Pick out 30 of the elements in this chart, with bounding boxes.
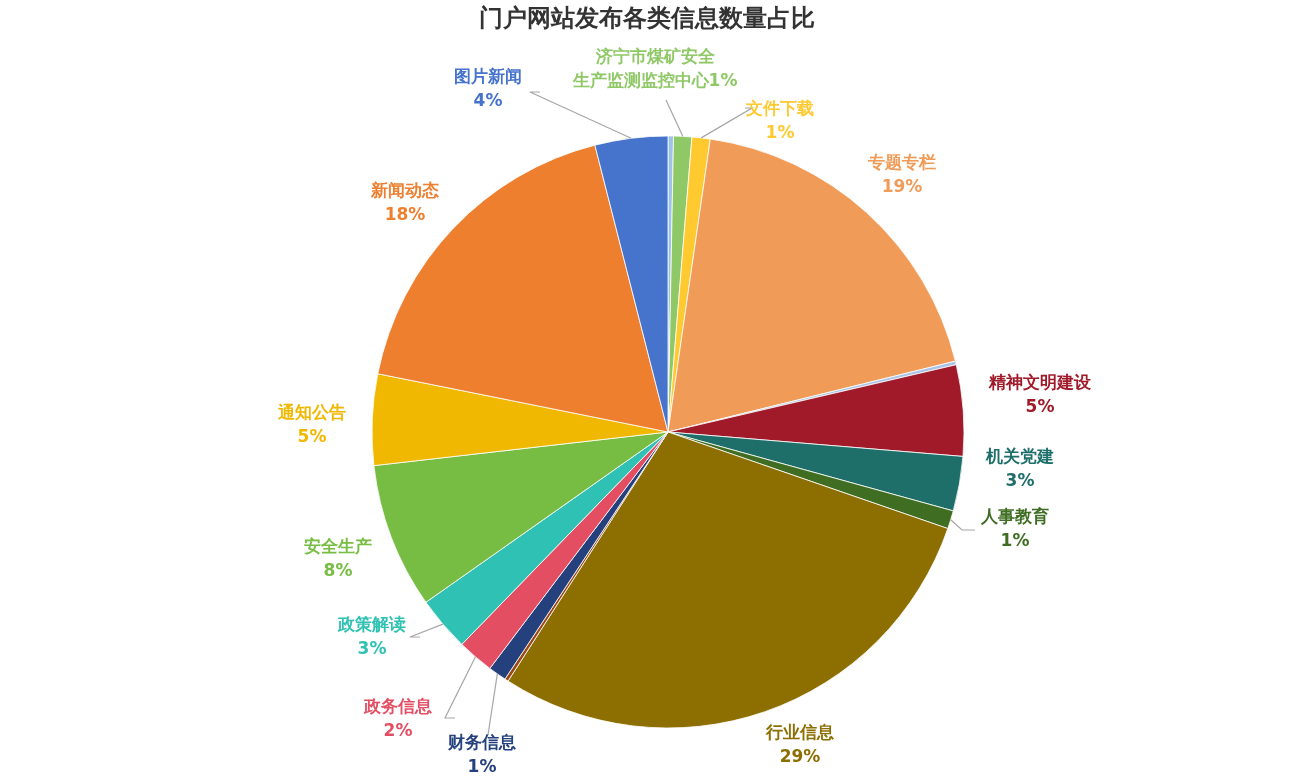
label-slice: 图片新闻 bbox=[454, 66, 522, 86]
label-slice: 机关党建 bbox=[986, 446, 1054, 466]
label-slice: 济宁市煤矿安全 bbox=[595, 46, 715, 66]
label-slice: 1% bbox=[1000, 530, 1030, 550]
label-slice: 专题专栏 bbox=[868, 152, 936, 172]
label-slice: 生产监测监控中心 bbox=[572, 70, 709, 90]
label-slice: 人事教育 bbox=[981, 506, 1049, 526]
label-slice: 29% bbox=[779, 746, 821, 766]
chart-title: 门户网站发布各类信息数量占比 bbox=[479, 4, 815, 32]
label-slice: 1% bbox=[467, 756, 497, 776]
label-slice: 1% bbox=[765, 122, 795, 142]
label-slice: 政务信息 bbox=[364, 696, 432, 716]
label-slice: 5% bbox=[297, 426, 327, 446]
label-slice: 通知公告 bbox=[278, 402, 346, 422]
label-slice: 18% bbox=[384, 204, 426, 224]
label-slice: 3% bbox=[357, 638, 387, 658]
label-slice: 精神文明建设 bbox=[989, 372, 1091, 392]
label-slice: 财务信息 bbox=[448, 732, 516, 752]
value-slice: 1% bbox=[708, 70, 738, 90]
label-slice: 4% bbox=[473, 90, 503, 110]
label-slice: 19% bbox=[881, 176, 923, 196]
label-slice: 2% bbox=[383, 720, 413, 740]
label-slice: 文件下载 bbox=[746, 98, 814, 118]
label-slice: 政策解读 bbox=[338, 614, 406, 634]
label-slice: 行业信息 bbox=[766, 722, 834, 742]
label-slice: 8% bbox=[323, 560, 353, 580]
label-slice: 5% bbox=[1025, 396, 1055, 416]
label-slice: 3% bbox=[1005, 470, 1035, 490]
label-slice: 安全生产 bbox=[304, 536, 372, 556]
label-slice: 新闻动态 bbox=[371, 180, 439, 200]
